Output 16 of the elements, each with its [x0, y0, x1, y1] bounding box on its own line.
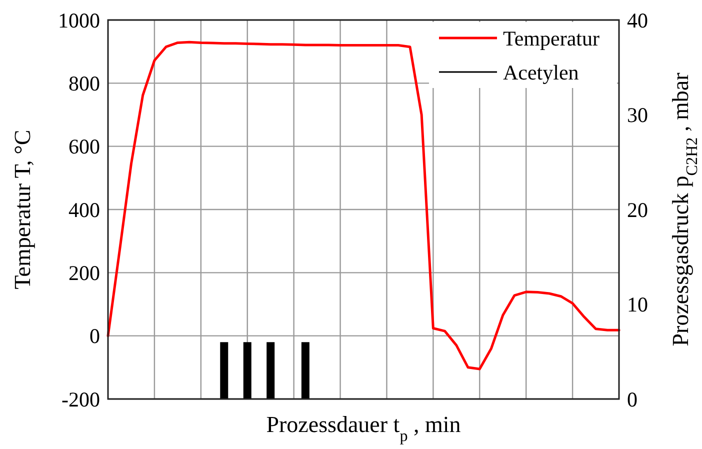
y2-tick-label: 20: [627, 198, 648, 222]
y2-tick-label: 0: [627, 387, 638, 412]
x-axis-title: Prozessdauer t$_{p}$ , min: [266, 412, 462, 444]
y-tick-label: 200: [68, 261, 100, 286]
y-tick-label: 1000: [58, 8, 100, 32]
y-tick-label: 0: [90, 324, 100, 348]
y-axis-title: Temperatur T, °C: [10, 130, 35, 290]
y2-tick-label: 30: [627, 103, 648, 128]
y-tick-label: -200: [62, 387, 100, 412]
y-tick-label: 600: [68, 134, 100, 159]
legend-label: Temperatur: [503, 26, 600, 50]
y2-tick-label: 40: [627, 8, 648, 32]
legend-label: Acetylen: [503, 60, 580, 84]
y-tick-label: 400: [68, 198, 100, 222]
y2-tick-label: 10: [627, 292, 648, 317]
y-tick-label: 800: [68, 72, 100, 96]
